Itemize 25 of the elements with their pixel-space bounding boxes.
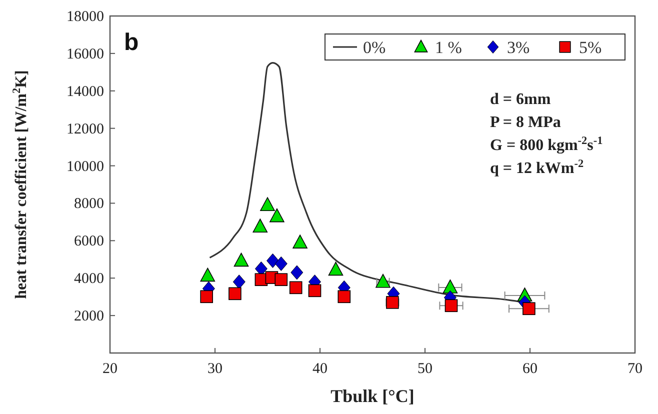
- x-tick-label: 20: [102, 361, 118, 377]
- y-tick-label: 10000: [66, 158, 104, 175]
- legend-label: 3%: [507, 38, 530, 57]
- legend-label: 1 %: [435, 38, 462, 57]
- y-tick-label: 4000: [74, 271, 104, 288]
- y-tick-label: 6000: [74, 234, 104, 250]
- x-axis-title: Tbulk [°C]: [330, 386, 414, 406]
- x-tick-label: 40: [312, 361, 328, 377]
- x-tick-label: 70: [628, 361, 642, 377]
- y-tick-label: 18000: [66, 9, 104, 25]
- legend-label: 5%: [579, 38, 602, 57]
- legend-label: 0%: [363, 38, 386, 57]
- y-tick-label: 8000: [74, 196, 104, 212]
- annotation: b: [124, 29, 139, 56]
- x-tick-label: 60: [522, 361, 538, 377]
- y-tick-label: 12000: [66, 121, 104, 138]
- annotation: G = 800 kgm$^{-2}$s$^{-1}$: [490, 135, 604, 154]
- x-tick-label: 30: [208, 361, 222, 377]
- y-tick-label: 16000: [66, 46, 104, 62]
- y-tick-label: 2000: [74, 308, 104, 325]
- annotation: P = 8 MPa: [490, 114, 561, 131]
- y-tick-label: 14000: [66, 84, 104, 100]
- annotation: d = 6mm: [490, 91, 552, 108]
- annotation: q = 12 kWm$^{-2}$: [490, 158, 584, 177]
- x-tick-label: 50: [418, 361, 432, 377]
